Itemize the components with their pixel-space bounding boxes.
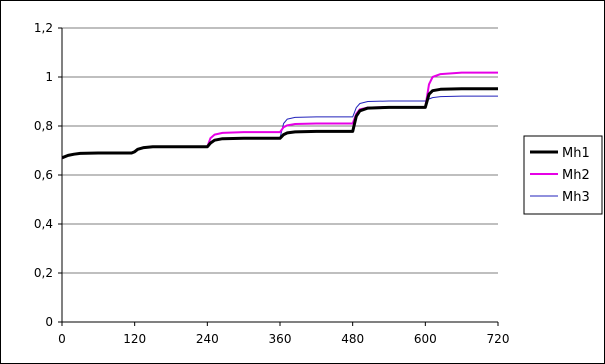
y-tick-label-5: 1 (45, 70, 53, 84)
x-tick-label-6: 720 (487, 332, 510, 346)
y-tick-label-3: 0,6 (34, 168, 53, 182)
y-tick-label-6: 1,2 (34, 21, 53, 35)
legend: Mh1 Mh2 Mh3 (523, 135, 603, 215)
series-line-mh3 (61, 95, 498, 158)
x-tick-label-4: 480 (341, 332, 364, 346)
x-tick-label-0: 0 (58, 332, 66, 346)
x-tick-label-2: 240 (196, 332, 219, 346)
x-tick-label-3: 360 (269, 332, 292, 346)
x-axis-ticks: 0 120 240 360 480 600 720 (58, 322, 509, 346)
x-tick-label-5: 600 (414, 332, 437, 346)
y-tick-label-1: 0,2 (34, 266, 53, 280)
series-lines (61, 71, 498, 160)
legend-label-mh3: Mh3 (562, 190, 590, 205)
y-axis-ticks: 0 0,2 0,4 0,6 0,8 1 1,2 (34, 21, 62, 329)
legend-label-mh1: Mh1 (562, 146, 590, 161)
series-line-mh1 (61, 87, 498, 160)
gridlines (62, 27, 498, 274)
y-tick-label-0: 0 (45, 315, 53, 329)
x-tick-label-1: 120 (123, 332, 146, 346)
y-tick-label-4: 0,8 (34, 119, 53, 133)
y-tick-label-2: 0,4 (34, 217, 53, 231)
series-line-mh2 (61, 71, 498, 159)
legend-label-mh2: Mh2 (562, 168, 590, 183)
